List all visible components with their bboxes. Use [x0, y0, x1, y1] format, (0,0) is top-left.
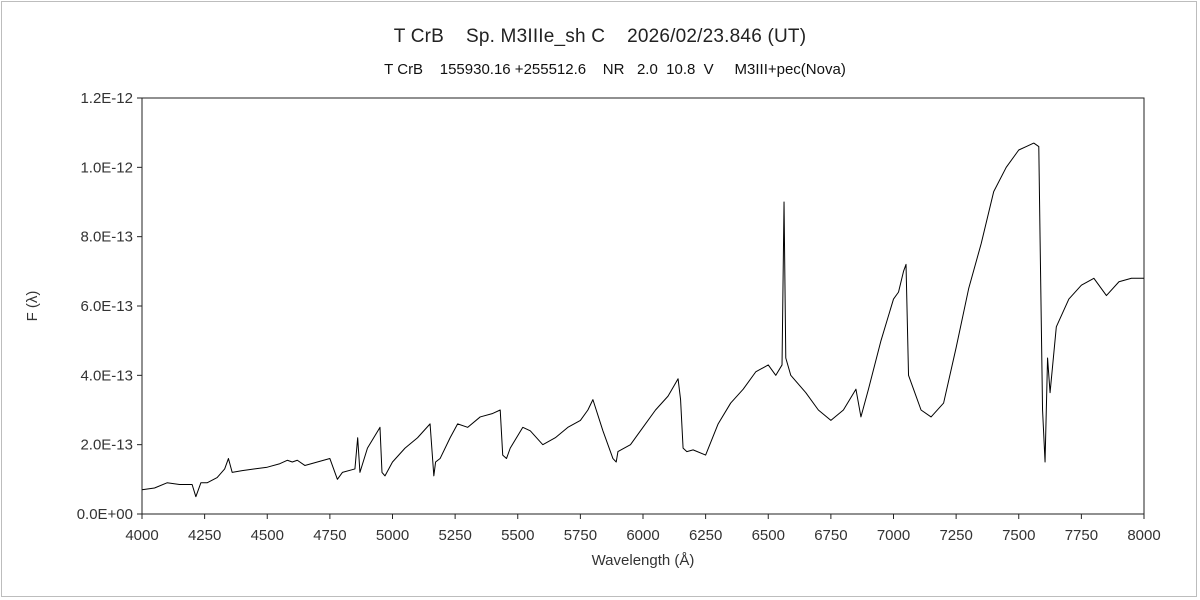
y-tick-label: 4.0E-13: [80, 367, 133, 384]
y-tick-label: 1.0E-12: [80, 159, 133, 176]
plot-area: [141, 97, 1145, 515]
y-axis-label: F (λ): [24, 291, 41, 322]
x-tick-label: 6500: [752, 527, 785, 544]
x-tick-label: 4250: [188, 527, 221, 544]
x-tick-label: 7250: [939, 527, 972, 544]
x-tick-label: 5750: [564, 527, 597, 544]
x-tick-label: 6250: [689, 527, 722, 544]
x-tick-label: 6750: [814, 527, 847, 544]
x-tick-label: 6000: [626, 527, 659, 544]
y-tick-label: 8.0E-13: [80, 229, 133, 246]
y-tick-label: 2.0E-13: [80, 437, 133, 454]
x-axis-label: Wavelength (Å): [592, 552, 695, 569]
x-tick-label: 7000: [877, 527, 910, 544]
x-tick-label: 7500: [1002, 527, 1035, 544]
axis-ticks: 4000 4250 4500 4750 5000 5250 5500 5750 6000 6250…: [77, 90, 1161, 544]
series-group: [141, 142, 1144, 498]
y-tick-label: 0.0E+00: [77, 506, 133, 523]
x-tick-label: 8000: [1127, 527, 1160, 544]
x-tick-label: 7750: [1065, 527, 1098, 544]
y-tick-label: 6.0E-13: [80, 298, 133, 315]
y-tick-label: 1.2E-12: [80, 90, 133, 107]
x-tick-label: 4000: [125, 527, 158, 544]
x-tick-label: 5250: [438, 527, 471, 544]
x-tick-label: 5500: [501, 527, 534, 544]
x-tick-label: 5000: [376, 527, 409, 544]
x-tick-label: 4500: [251, 527, 284, 544]
x-tick-label: 4750: [313, 527, 346, 544]
chart-title: T CrB Sp. M3IIIe_sh C 2026/02/23.846 (UT…: [393, 26, 807, 47]
spectrum-line: [141, 142, 1144, 498]
chart-subtitle: T CrB 155930.16 +255512.6 NR 2.0 10.8 V …: [384, 61, 846, 78]
